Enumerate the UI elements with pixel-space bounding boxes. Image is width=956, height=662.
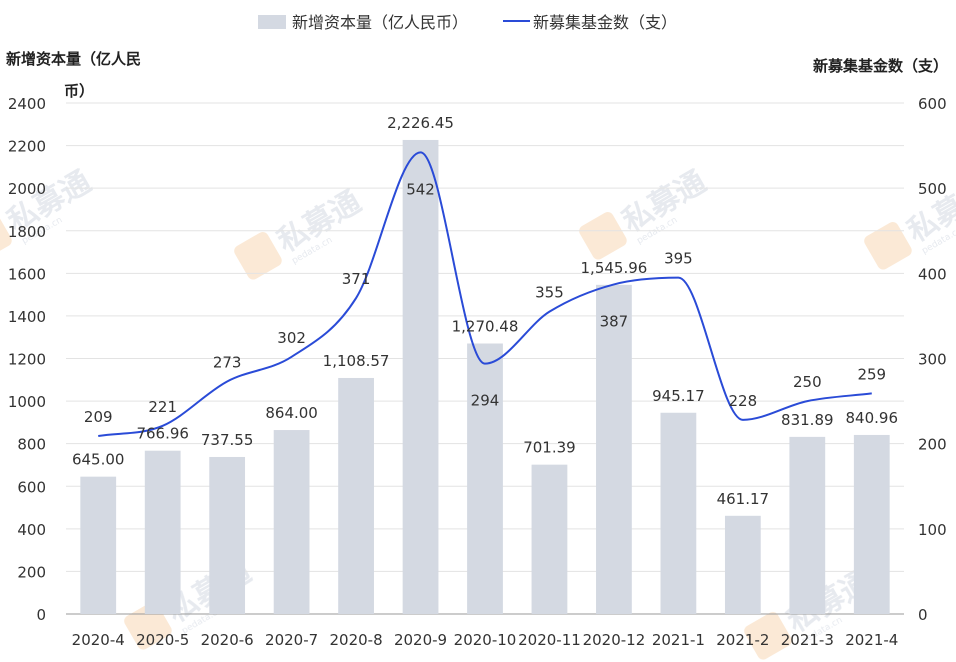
bar [853, 434, 890, 614]
line-value-label: 371 [342, 270, 371, 288]
x-tick: 2020-5 [136, 631, 189, 649]
y-right-tick: 400 [918, 265, 947, 283]
bar-data-labels: 645.00 766.96 737.55 864.00 1,108.57 2,226.45… [72, 114, 898, 508]
y-right-tick: 600 [918, 95, 947, 113]
y-left-tick: 2000 [8, 180, 46, 198]
x-tick: 2021-3 [781, 631, 834, 649]
y-left-tick: 2200 [8, 138, 46, 156]
y-left-tick: 2400 [8, 95, 46, 113]
y-left-tick: 400 [17, 521, 46, 539]
line-value-label: 209 [84, 408, 113, 426]
bar-value-label: 2,226.45 [387, 114, 454, 132]
line-value-label: 250 [793, 373, 822, 391]
legend-bar-label: 新增资本量（亿人民币） [292, 13, 468, 32]
bar [338, 377, 374, 614]
watermark-logo [579, 212, 627, 260]
x-tick: 2020-4 [72, 631, 125, 649]
x-tick: 2020-7 [265, 631, 318, 649]
bar [789, 436, 826, 614]
x-tick: 2020-8 [330, 631, 383, 649]
bar [531, 464, 568, 614]
y-right-axis-title: 新募集基金数（支） [813, 57, 948, 75]
watermark-logo [234, 232, 282, 280]
x-tick: 2020-10 [454, 631, 517, 649]
bar-value-label: 831.89 [781, 411, 834, 429]
y-left-axis-title: 新增资本量（亿人民 [6, 50, 141, 68]
bar [209, 456, 246, 614]
line-value-label: 355 [535, 284, 564, 302]
line-series [98, 151, 872, 437]
x-tick: 2020-6 [201, 631, 254, 649]
y-right-tick: 500 [918, 180, 947, 198]
line-value-label: 387 [600, 312, 629, 330]
bar-value-label: 864.00 [265, 404, 318, 422]
line-value-label: 228 [729, 392, 758, 410]
y-left-tick: 800 [17, 436, 46, 454]
bar-value-label: 1,545.96 [581, 259, 648, 277]
bar-series [80, 139, 890, 614]
y-left-tick: 1400 [8, 308, 46, 326]
bar [660, 412, 697, 614]
x-tick: 2021-2 [716, 631, 769, 649]
watermark-logo [864, 222, 912, 270]
bar [402, 139, 439, 614]
legend-line-label: 新募集基金数（支） [533, 13, 677, 32]
bar [144, 450, 181, 614]
y-left-tick: 1800 [8, 223, 46, 241]
bar-value-label: 737.55 [201, 431, 254, 449]
bar [596, 284, 632, 614]
bar [467, 343, 503, 614]
y-left-tick: 1600 [8, 265, 46, 283]
y-left-tick: 200 [17, 563, 46, 581]
y-left-tick: 1000 [8, 393, 46, 411]
bar-value-label: 840.96 [846, 409, 899, 427]
y-right-tick: 300 [918, 351, 947, 369]
y-right-tick: 0 [918, 606, 928, 624]
bar-value-label: 945.17 [652, 387, 705, 405]
y-right-tick-labels: 0 100 200 300 400 500 600 [918, 95, 947, 624]
bar-value-label: 461.17 [717, 490, 770, 508]
x-tick: 2021-4 [845, 631, 898, 649]
bar-value-label: 1,270.48 [452, 317, 519, 335]
bar [724, 515, 761, 614]
line-value-label: 395 [664, 250, 693, 268]
legend-bar-swatch [258, 15, 286, 29]
line-value-label: 294 [471, 392, 500, 410]
y-left-tick: 0 [36, 606, 46, 624]
y-right-tick: 100 [918, 521, 947, 539]
line-value-label: 221 [148, 398, 177, 416]
x-tick: 2020-12 [583, 631, 646, 649]
x-tick: 2020-11 [518, 631, 581, 649]
line-data-labels: 209 221 273 302 371 542 294 355 387 395 228 250 259 [84, 180, 886, 426]
y-left-tick-labels: 0 200 400 600 800 1000 1200 1400 1600 1800 2000 220… [8, 95, 46, 624]
y-right-tick: 200 [918, 436, 947, 454]
line-value-label: 273 [213, 353, 242, 371]
bar [80, 476, 117, 614]
watermark-logo [744, 612, 792, 660]
y-left-axis-title-cont: 币） [64, 82, 94, 100]
line-value-label: 542 [406, 180, 435, 198]
x-tick: 2021-1 [652, 631, 705, 649]
legend: 新增资本量（亿人民币） 新募集基金数（支） [258, 13, 677, 32]
y-left-tick: 600 [17, 478, 46, 496]
x-tick-labels: 2020-4 2020-5 2020-6 2020-7 2020-8 2020-9 2020… [72, 631, 899, 649]
bar [273, 430, 310, 614]
line-value-label: 302 [277, 329, 306, 347]
y-left-tick: 1200 [8, 351, 46, 369]
bar-value-label: 701.39 [523, 439, 576, 457]
bar-value-label: 1,108.57 [323, 352, 390, 370]
bar-value-label: 645.00 [72, 451, 125, 469]
line-value-label: 259 [857, 365, 886, 383]
bar-value-label: 766.96 [136, 425, 189, 443]
x-tick: 2020-9 [394, 631, 447, 649]
